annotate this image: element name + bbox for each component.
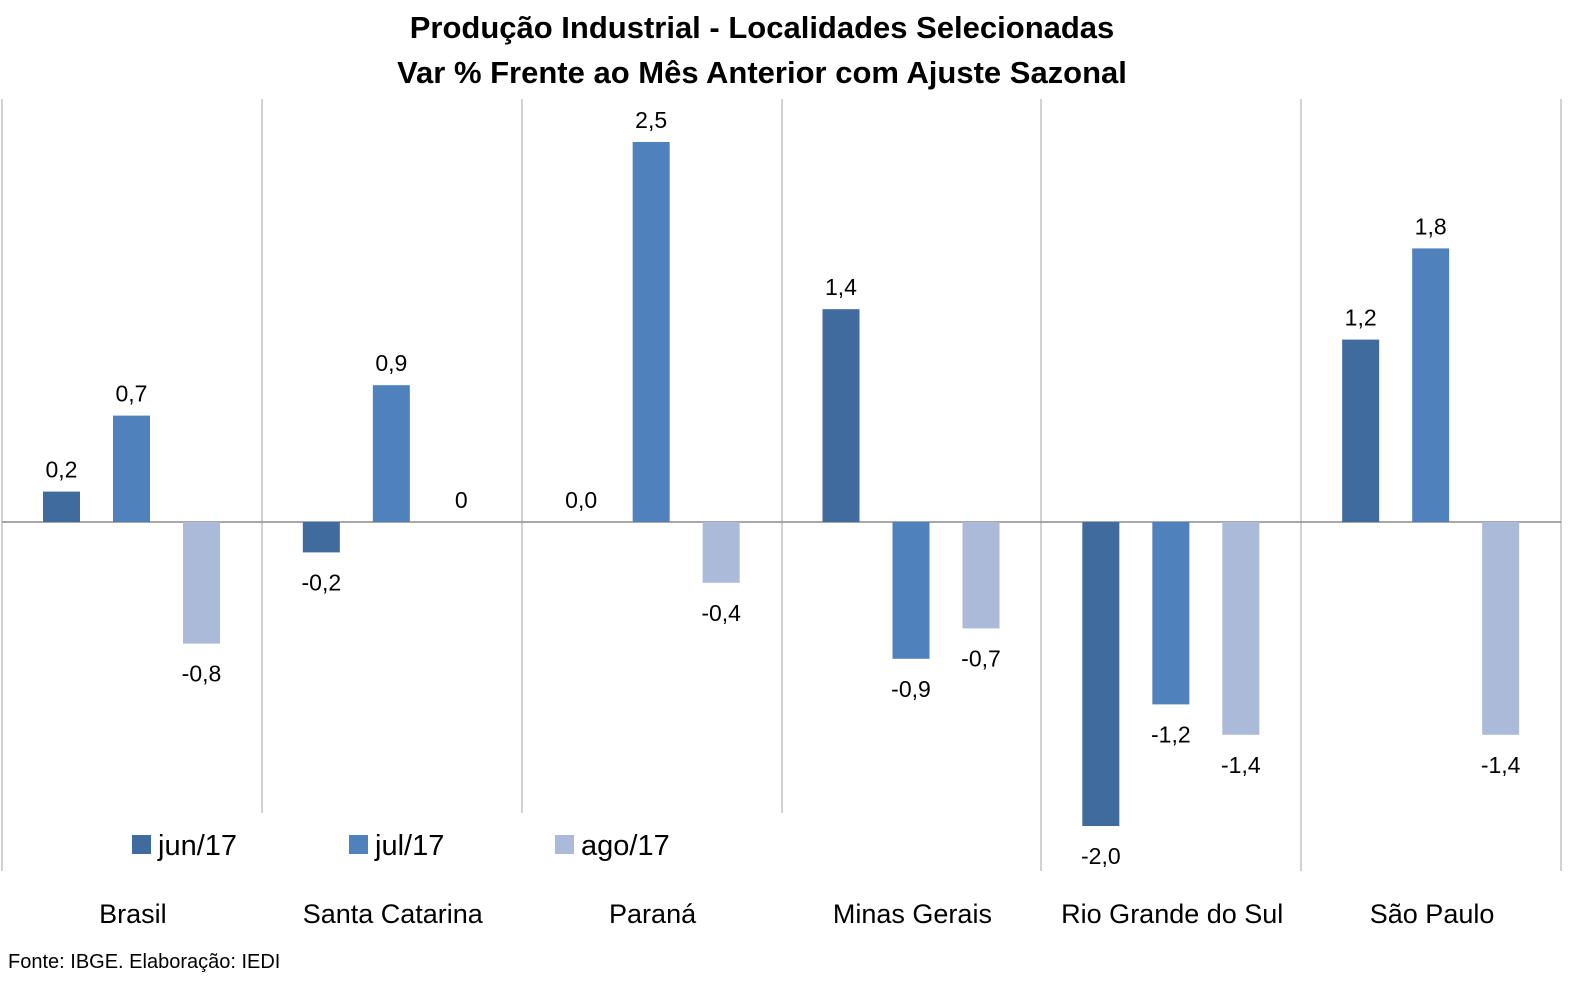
legend-label: jun/17 xyxy=(157,830,237,862)
category-label: Minas Gerais xyxy=(833,899,992,929)
data-label: 1,2 xyxy=(1345,305,1377,331)
bar xyxy=(1412,248,1450,522)
data-label: -1,2 xyxy=(1151,721,1191,747)
data-label: 0,2 xyxy=(46,457,78,483)
bar xyxy=(1222,522,1260,735)
category-label: Rio Grande do Sul xyxy=(1061,899,1283,929)
data-label: 1,8 xyxy=(1415,213,1447,239)
data-label: -0,4 xyxy=(701,600,741,626)
bar xyxy=(1342,339,1380,522)
data-label: 0,9 xyxy=(375,350,407,376)
data-label: -0,9 xyxy=(891,676,931,702)
bar xyxy=(372,385,410,522)
category-separators xyxy=(1,99,1562,871)
data-labels: 0,2 0,7 -0,8 -0,2 0,9 0 0,0 2,5 -0,4 1,4 -0,9 -0,7 -… xyxy=(46,107,1521,869)
category-labels: Brasil Santa Catarina Paraná Minas Gerais Ri… xyxy=(99,899,1494,929)
legend-label: jul/17 xyxy=(374,830,444,862)
data-label: 0 xyxy=(455,487,468,513)
bar xyxy=(962,522,1000,629)
bar xyxy=(43,491,80,522)
category-label: Paraná xyxy=(609,899,697,929)
bar xyxy=(632,142,670,522)
bar xyxy=(183,522,220,644)
bar xyxy=(892,522,930,659)
bar xyxy=(1082,522,1120,826)
source-note: Fonte: IBGE. Elaboração: IEDI xyxy=(8,951,280,973)
bar xyxy=(302,522,340,553)
data-label: -1,4 xyxy=(1221,752,1261,778)
data-label: 2,5 xyxy=(635,107,667,133)
bar xyxy=(1482,522,1520,735)
category-label: Brasil xyxy=(99,899,167,929)
chart-subtitle: Var % Frente ao Mês Anterior com Ajuste … xyxy=(397,55,1127,90)
chart-title: Produção Industrial - Localidades Seleci… xyxy=(410,10,1115,45)
legend-swatch xyxy=(349,835,368,854)
bar xyxy=(113,415,150,522)
legend-swatch xyxy=(132,835,151,854)
data-label: -0,2 xyxy=(302,569,342,595)
bar xyxy=(1152,522,1190,705)
legend-label: ago/17 xyxy=(581,830,670,862)
data-label: 1,4 xyxy=(825,274,857,300)
category-label: Santa Catarina xyxy=(303,899,484,929)
data-label: -0,8 xyxy=(182,661,222,687)
legend: jun/17 jul/17 ago/17 xyxy=(132,830,670,862)
bar xyxy=(702,522,740,583)
bar xyxy=(822,309,860,522)
data-label: -1,4 xyxy=(1481,752,1521,778)
legend-swatch xyxy=(555,835,574,854)
category-label: São Paulo xyxy=(1370,899,1495,929)
data-label: -2,0 xyxy=(1081,843,1121,869)
bars xyxy=(43,142,1520,826)
data-label: -0,7 xyxy=(961,645,1001,671)
data-label: 0,7 xyxy=(116,381,148,407)
data-label: 0,0 xyxy=(565,487,597,513)
